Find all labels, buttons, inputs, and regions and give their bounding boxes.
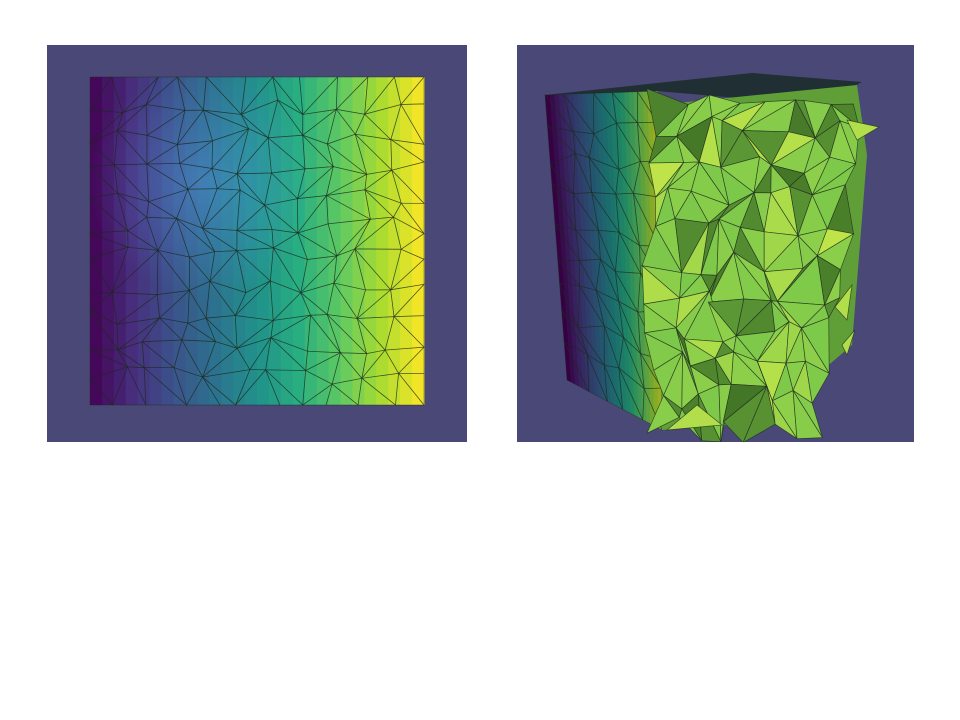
mesh-clipped-view-panel xyxy=(517,45,914,442)
mesh-front-view-render xyxy=(89,76,425,407)
mesh-front-view-panel xyxy=(47,45,467,442)
mesh-edges xyxy=(89,76,425,407)
clip-face-tetrahedra xyxy=(640,85,880,442)
mesh-clipped-view-render xyxy=(544,73,880,442)
